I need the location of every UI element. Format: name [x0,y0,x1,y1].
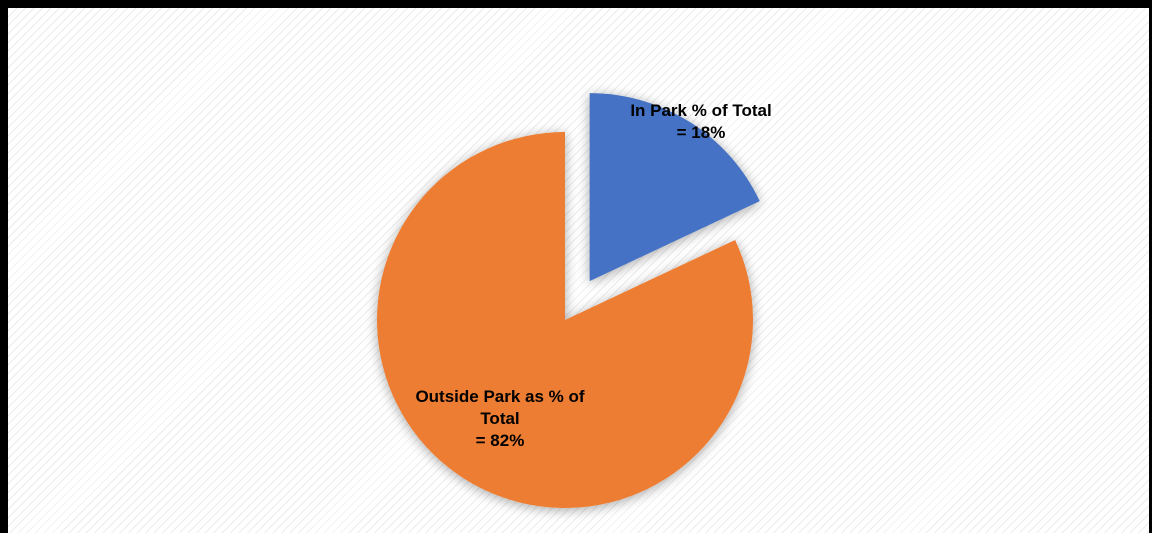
slice-label-in-park: In Park % of Total = 18% [630,101,771,142]
slice-label-line: = 82% [476,431,525,450]
slice-label-line: Total [480,409,519,428]
pie-chart: In Park % of Total = 18% Outside Park as %… [376,93,772,508]
slice-label-line: = 18% [677,123,726,142]
slice-label-outside-park: Outside Park as % of Total = 82% [415,387,584,450]
pie-slice-in-park [589,93,760,282]
slice-label-line: In Park % of Total [630,101,771,120]
pie-slice-outside-park [376,132,753,508]
slice-label-line: Outside Park as % of [415,387,584,406]
